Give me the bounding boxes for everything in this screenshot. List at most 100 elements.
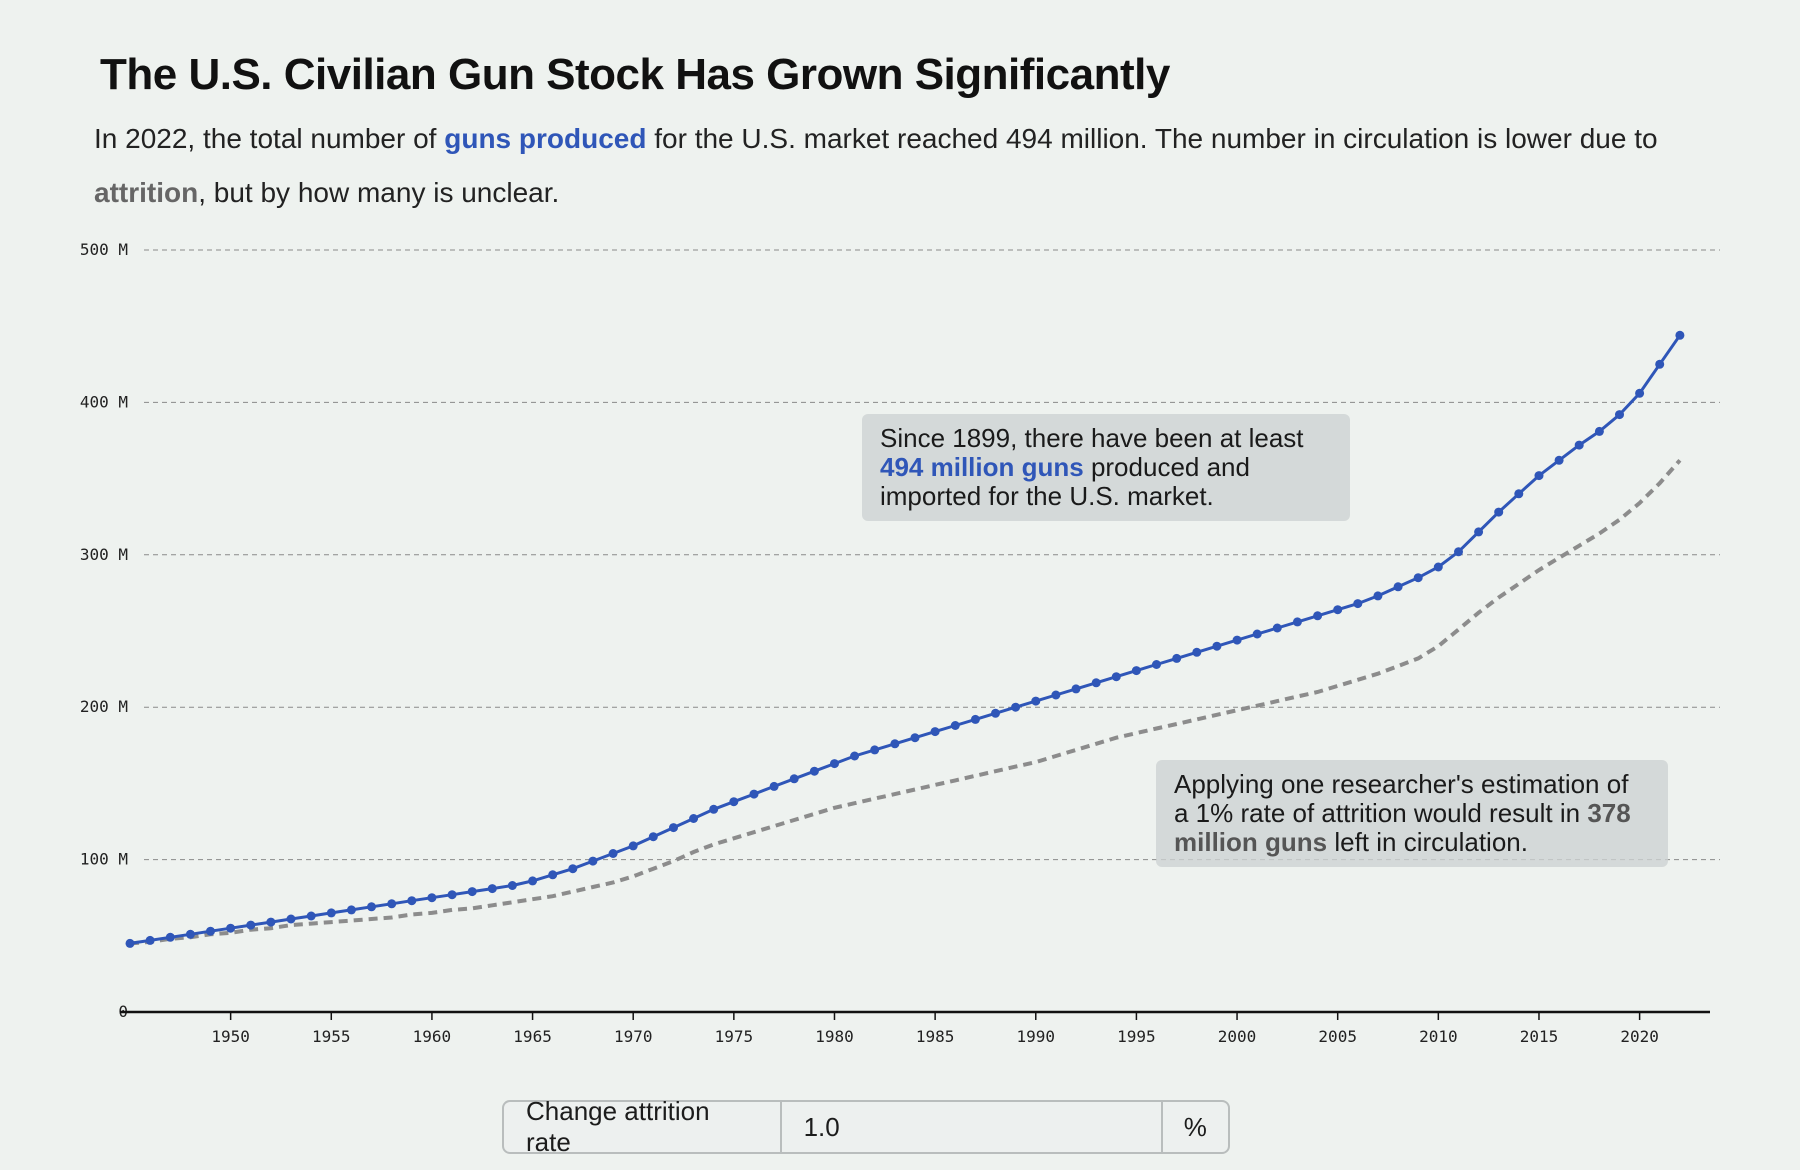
data-point	[1333, 605, 1343, 615]
annotation-produced: Since 1899, there have been at least 494…	[862, 414, 1350, 521]
chart-subtitle: In 2022, the total number of guns produc…	[94, 112, 1674, 220]
data-point	[1655, 359, 1665, 369]
data-point	[1071, 684, 1081, 694]
annotation-text: Since 1899, there have been at least	[880, 423, 1304, 453]
data-point	[1393, 582, 1403, 592]
data-point	[507, 881, 517, 890]
data-point	[1574, 440, 1584, 450]
data-point	[1313, 611, 1323, 621]
subtitle-text: , but by how many is unclear.	[198, 177, 560, 208]
data-point	[206, 926, 215, 936]
data-point	[1454, 547, 1463, 557]
data-point	[648, 832, 658, 842]
data-point	[830, 759, 839, 769]
data-point	[991, 708, 1000, 718]
data-point	[890, 739, 900, 749]
data-point	[689, 814, 699, 823]
data-point	[870, 745, 880, 755]
x-tick-label: 1970	[614, 1027, 653, 1046]
attrition-rate-input[interactable]	[781, 1102, 1161, 1152]
data-point	[1474, 527, 1484, 537]
x-tick-label: 1950	[211, 1027, 250, 1046]
x-tick-label: 1990	[1017, 1027, 1056, 1046]
data-point	[1494, 507, 1504, 517]
data-point	[1011, 702, 1021, 712]
y-tick-label: 100 M	[80, 850, 128, 869]
data-point	[467, 887, 477, 897]
data-point	[145, 935, 155, 945]
annotation-attrition: Applying one researcher's estimation of …	[1156, 760, 1668, 867]
data-point	[447, 890, 457, 900]
x-tick-label: 2015	[1520, 1027, 1559, 1046]
series	[125, 330, 1685, 948]
data-point	[628, 841, 638, 851]
data-point	[1353, 599, 1363, 609]
data-point	[407, 896, 417, 906]
subtitle-highlight-produced: guns produced	[444, 123, 647, 154]
x-tick-label: 1985	[916, 1027, 955, 1046]
data-point	[246, 920, 256, 930]
x-tick-label: 1995	[1117, 1027, 1156, 1046]
data-point	[970, 714, 980, 724]
data-point	[1413, 573, 1423, 583]
data-point	[729, 797, 739, 807]
data-point	[1272, 623, 1282, 633]
data-point	[1594, 426, 1604, 436]
data-point	[1292, 617, 1302, 627]
data-point	[226, 923, 236, 933]
annotation-highlight: 494 million guns	[880, 452, 1084, 482]
y-tick-label: 200 M	[80, 697, 128, 716]
data-point	[286, 914, 296, 924]
x-tick-label: 1975	[715, 1027, 754, 1046]
data-point	[266, 917, 276, 927]
chart-title: The U.S. Civilian Gun Stock Has Grown Si…	[100, 50, 1170, 99]
subtitle-text: for the U.S. market reached 494 million.…	[646, 123, 1658, 154]
data-point	[367, 902, 376, 912]
data-point	[588, 856, 598, 866]
data-point	[910, 733, 920, 743]
data-point	[125, 938, 135, 948]
x-tick-label: 2020	[1620, 1027, 1659, 1046]
data-point	[608, 849, 618, 858]
data-point	[1433, 562, 1443, 572]
data-point	[1212, 641, 1222, 651]
data-point	[950, 721, 960, 730]
series-line-attrition	[129, 458, 1682, 946]
annotation-text: Applying one researcher's estimation of …	[1174, 769, 1629, 828]
data-point	[185, 929, 195, 939]
data-point	[326, 908, 336, 918]
annotation-text: left in circulation.	[1327, 827, 1528, 857]
data-point	[1615, 410, 1624, 420]
y-tick-label: 500 M	[80, 240, 128, 259]
data-point	[1373, 591, 1383, 601]
percent-unit: %	[1160, 1102, 1228, 1152]
data-point	[548, 870, 558, 880]
subtitle-highlight-attrition: attrition	[94, 177, 199, 208]
data-point	[669, 823, 678, 833]
attrition-rate-label: Change attrition rate	[504, 1096, 782, 1157]
data-point	[487, 884, 497, 894]
data-point	[1131, 666, 1141, 676]
subtitle-text: In 2022, the total number of	[94, 123, 445, 154]
data-point	[1111, 672, 1121, 682]
data-point	[1635, 388, 1645, 398]
data-point	[1534, 471, 1544, 481]
y-tick-label: 300 M	[80, 545, 128, 564]
x-tick-label: 2005	[1318, 1027, 1357, 1046]
x-tick-label: 1955	[312, 1027, 351, 1046]
data-point	[850, 751, 860, 761]
data-point	[165, 932, 175, 942]
data-point	[769, 781, 779, 791]
data-point	[1172, 653, 1182, 663]
data-point	[528, 876, 538, 886]
data-point	[1514, 489, 1524, 499]
x-tick-label: 1980	[815, 1027, 854, 1046]
data-point	[306, 911, 316, 921]
data-point	[387, 899, 397, 909]
annotation-text: produced and imported for the U.S. marke…	[880, 452, 1250, 511]
data-point	[1252, 629, 1262, 639]
data-point	[809, 766, 819, 776]
data-point	[1051, 690, 1061, 700]
